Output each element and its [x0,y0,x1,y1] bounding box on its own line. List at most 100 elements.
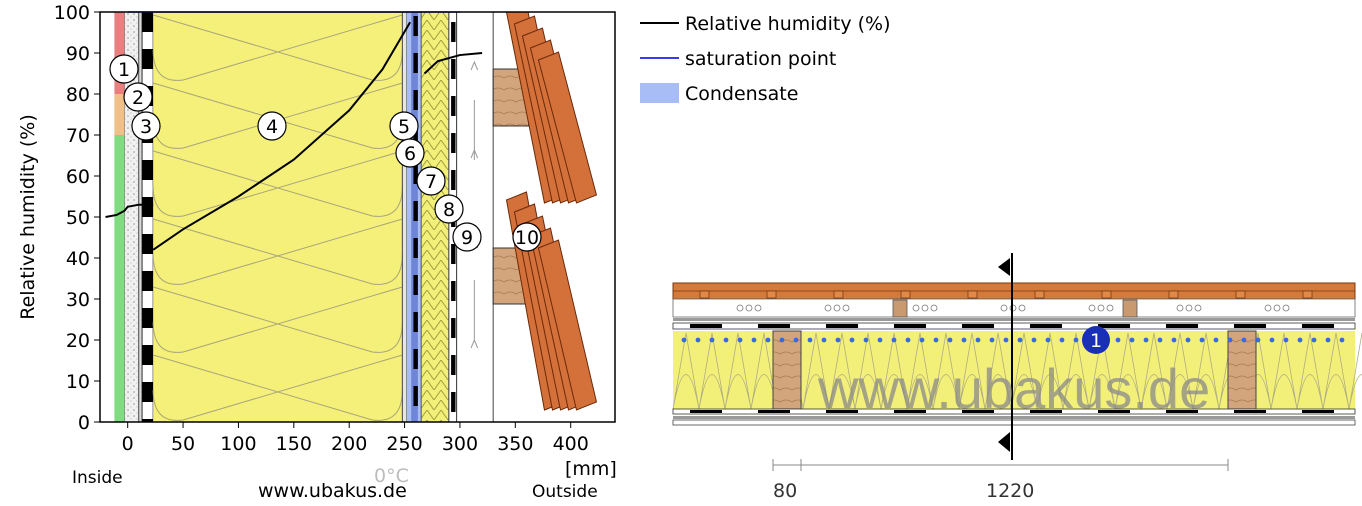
board-dash [758,324,790,328]
layer-number-circle [395,138,425,168]
condensate-dot [877,337,883,343]
insulation-fiber [1348,332,1362,410]
layer-dash [413,349,418,369]
tile-clip [833,290,844,299]
x-axis-unit: [mm] [565,458,617,480]
insulation-fiber [1114,332,1142,410]
roof-tile [537,51,598,204]
batten-hole [754,304,762,312]
board-dash [894,324,926,328]
layer-number: 1 [118,59,130,81]
board-bottom [672,408,1356,415]
y-tick-label: 90 [66,43,90,65]
insulation-fiber [932,332,960,410]
condensate-dot [947,337,953,343]
layer-air-gap [456,12,494,422]
insulation-fiber [880,332,908,410]
batten-hole [921,304,929,312]
x-tick-label: 250 [386,433,422,455]
membrane-bottom [673,416,1355,419]
condensate-dot [1213,337,1219,343]
insulation-fiber [1036,332,1064,410]
insulation-fiber [854,332,882,410]
board-dash [1302,410,1334,413]
condensate-dot [1059,337,1065,343]
condensate-dot [681,337,687,343]
insulation-fiber [698,332,726,410]
condensate-dot [1003,337,1009,343]
timber-stud [772,330,802,410]
layer-insulation [153,12,403,422]
layer-dash [451,22,456,42]
condensate-dot [807,337,813,343]
insulation-fiber [1192,332,1220,410]
y-tick-label: 30 [66,289,90,311]
batten-hole [1018,304,1026,312]
condensate-dot [1199,337,1205,343]
condensate-dot [1115,337,1121,343]
insulation-fiber [1270,332,1298,410]
humidity-line [152,21,411,251]
y-tick-label: 20 [66,330,90,352]
condensate-dot [863,337,869,343]
condensate-dot [709,337,715,343]
layer-number: 6 [404,143,416,165]
x-tick-label: 100 [220,433,256,455]
y-tick-label: 40 [66,248,90,270]
layer-number: 8 [443,199,455,221]
batten-hole [745,304,753,312]
legend-label: Condensate [685,83,798,105]
layer-number: 2 [132,87,144,109]
cut-arrow-top [998,258,1010,276]
condensate-dot [723,337,729,343]
y-tick-label: 50 [66,207,90,229]
layer-service-dash [142,160,154,180]
y-tick-label: 10 [66,371,90,393]
condensate-dot [737,337,743,343]
condensate-dot [1297,337,1303,343]
x-tick-label: 150 [276,433,312,455]
layer-number: 10 [515,227,539,249]
condensate-dot [793,337,799,343]
layer-number-circle [123,82,153,112]
board-dash [1166,410,1198,413]
board-dash [894,410,926,413]
condensate-dot [1241,337,1247,343]
x-tick-label: 0 [122,433,134,455]
y-tick-label: 70 [66,125,90,147]
condensate-dot [905,337,911,343]
layer-number-circle [131,111,161,141]
layer-number-circle [452,222,482,252]
cut-arrow-bottom [998,432,1010,452]
layer-dash [413,16,418,36]
layer-number: 4 [266,116,278,138]
zero-degree-marker: 0°C [374,465,409,487]
layer-service-dash [142,271,154,291]
plan-section: www.ubakus.de 1 80 1220 [672,253,1362,502]
layer-service-dash [142,12,154,32]
batten-hole [833,304,841,312]
batten-hole [1097,304,1105,312]
layer-service-dash [142,308,154,328]
layer-dash [413,386,418,406]
batten-hole [1088,304,1096,312]
board-dash [758,410,790,413]
batten-layer [672,298,1356,318]
batten-hole [1106,304,1114,312]
airflow-head [470,60,479,71]
roof-tile [537,239,598,411]
insulation-fiber [802,332,830,410]
board-dash [962,324,994,328]
layer-number-circle [109,54,139,84]
batten-hole [1273,304,1281,312]
condensate-dot [779,337,785,343]
lining [672,419,1356,426]
tile-clip [967,290,978,299]
tile-clip [766,290,777,299]
batten-block [892,299,908,318]
condensate-dot [1255,337,1261,343]
airflow-head [470,148,479,159]
insulation-fiber [152,14,403,81]
condensate-dot [751,337,757,343]
